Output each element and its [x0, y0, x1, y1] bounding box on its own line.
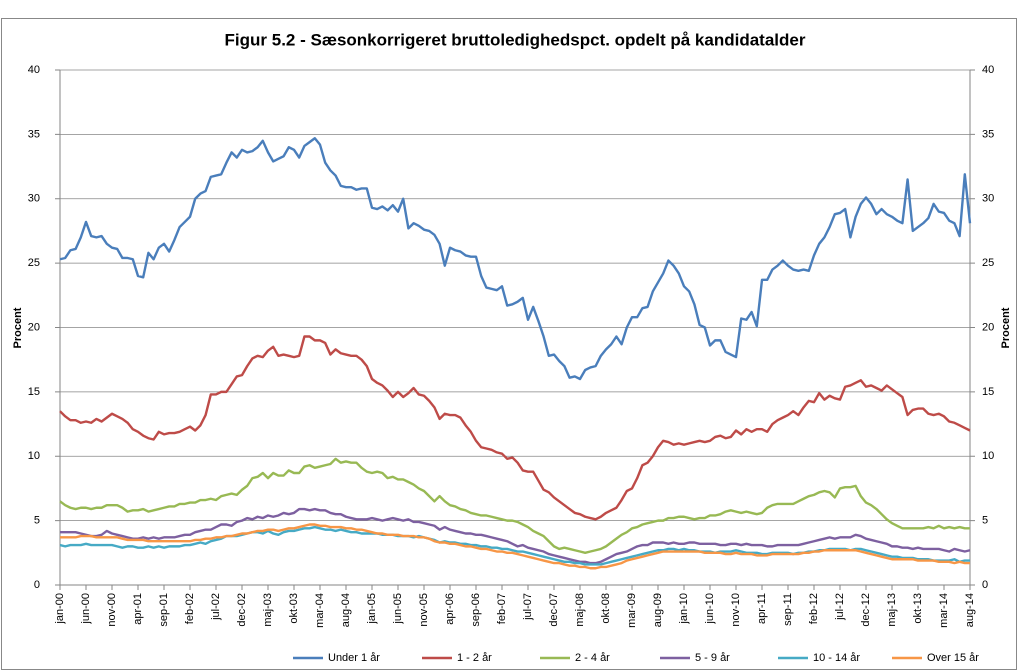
x-tick-label: okt-08 [600, 593, 612, 624]
x-tick-label: jun-00 [80, 593, 92, 625]
x-tick-label: dec-02 [236, 593, 248, 627]
series-line [59, 137, 972, 381]
y-tick-label: 40 [28, 64, 40, 76]
chart-frame [1, 18, 1017, 670]
legend-label: Over 15 år [927, 652, 979, 664]
x-tick-label: mar-14 [938, 593, 950, 628]
y-tick-label: 25 [28, 257, 40, 269]
x-tick-label: mar-09 [626, 593, 638, 628]
x-tick-label: jul-02 [210, 593, 222, 621]
x-tick-label: jul-07 [522, 593, 534, 621]
y2-tick-label: 0 [982, 579, 988, 591]
x-tick-label: dec-12 [860, 593, 872, 627]
x-tick-label: aug-09 [652, 593, 664, 627]
y2-axis-title: Procent [1000, 307, 1012, 348]
y-tick-label: 15 [28, 386, 40, 398]
x-tick-label: okt-03 [288, 593, 300, 624]
y2-tick-label: 10 [982, 450, 994, 462]
x-tick-label: jun-10 [704, 593, 716, 625]
series-line [59, 335, 971, 521]
x-tick-label: feb-02 [184, 593, 196, 624]
series-line [59, 457, 970, 555]
legend-label: Under 1 år [328, 652, 380, 664]
x-tick-label: nov-00 [106, 593, 118, 627]
x-tick-label: apr-06 [444, 593, 456, 625]
x-tick-label: dec-07 [548, 593, 560, 627]
legend-label: 1 - 2 år [457, 652, 492, 664]
y-tick-label: 20 [28, 321, 40, 333]
x-tick-label: feb-07 [496, 593, 508, 624]
legend-label: 5 - 9 år [695, 652, 730, 664]
x-tick-label: aug-14 [964, 593, 976, 627]
y2-tick-label: 5 [982, 515, 988, 527]
y2-tick-label: 30 [982, 193, 994, 205]
y-tick-label: 35 [28, 128, 40, 140]
y2-tick-label: 35 [982, 128, 994, 140]
y-tick-label: 0 [34, 579, 40, 591]
y-tick-label: 30 [28, 193, 40, 205]
legend-label: 2 - 4 år [575, 652, 610, 664]
y-tick-label: 10 [28, 450, 40, 462]
x-tick-label: feb-12 [808, 593, 820, 624]
legend-label: 10 - 14 år [813, 652, 860, 664]
x-tick-label: sep-11 [782, 593, 794, 626]
x-tick-label: nov-10 [730, 593, 742, 627]
x-tick-label: sep-01 [158, 593, 170, 627]
x-tick-label: nov-05 [418, 593, 430, 627]
y2-tick-label: 15 [982, 386, 994, 398]
y2-tick-label: 40 [982, 64, 994, 76]
x-tick-label: sep-06 [470, 593, 482, 627]
x-tick-label: apr-11 [756, 593, 768, 624]
x-tick-label: jan-05 [366, 593, 378, 625]
series-line [60, 523, 970, 570]
y-tick-label: 5 [34, 515, 40, 527]
x-tick-label: aug-04 [340, 593, 352, 627]
chart-title: Figur 5.2 - Sæsonkorrigeret bruttoledigh… [225, 30, 806, 49]
x-tick-label: maj-13 [886, 593, 898, 627]
x-tick-label: jan-00 [54, 593, 66, 625]
x-tick-label: okt-13 [912, 593, 924, 624]
x-tick-label: maj-08 [574, 593, 586, 627]
x-tick-label: jan-10 [678, 593, 690, 625]
x-tick-label: jun-05 [392, 593, 404, 625]
series-line [60, 507, 971, 565]
y2-tick-label: 20 [982, 321, 994, 333]
x-tick-label: apr-01 [132, 593, 144, 625]
x-tick-label: jul-12 [834, 593, 846, 621]
x-tick-label: maj-03 [262, 593, 274, 627]
y-axis-title: Procent [12, 307, 24, 348]
y2-tick-label: 25 [982, 257, 994, 269]
x-tick-label: mar-04 [314, 593, 326, 628]
